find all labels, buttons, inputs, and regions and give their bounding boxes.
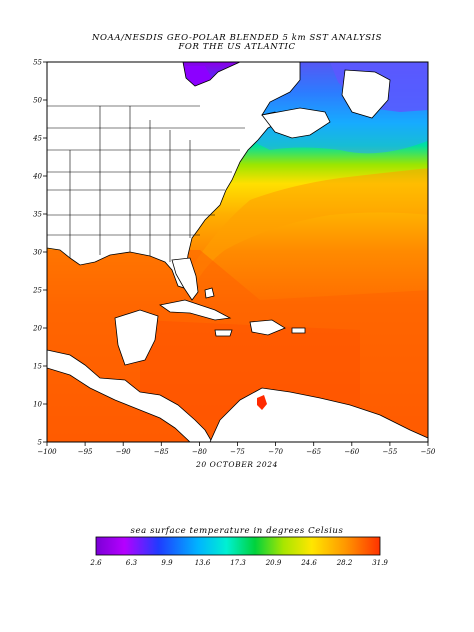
- colorbar-tick-label: 20.9: [265, 559, 282, 567]
- lon-tick-label: −90: [116, 448, 131, 456]
- lat-tick-label: 15: [33, 363, 42, 371]
- map-title-line-1: NOAA/NESDIS GEO-POLAR BLENDED 5 km SST A…: [91, 33, 383, 43]
- axis-ticks: [43, 61, 429, 446]
- lat-tick-label: 30: [33, 249, 42, 257]
- lat-tick-label: 10: [33, 401, 42, 409]
- colorbar-title: sea surface temperature in degrees Celsi…: [130, 526, 344, 536]
- longitude-axis-labels: −100 −95 −90 −85 −80 −75 −70 −65 −60 −55 −50: [37, 448, 436, 456]
- colorbar-tick-label: 28.2: [336, 559, 353, 567]
- nova-scotia-land: [261, 107, 331, 139]
- political-borders: [47, 105, 245, 262]
- newfoundland-land: [341, 69, 391, 119]
- puerto-rico-land: [291, 327, 306, 334]
- cuba-land: [159, 299, 232, 321]
- lat-tick-label: 35: [33, 211, 42, 219]
- colorbar: [95, 536, 381, 556]
- lon-tick-label: −70: [268, 448, 283, 456]
- map-title-line-2: FOR THE US ATLANTIC: [178, 42, 296, 52]
- lat-tick-label: 45: [32, 135, 42, 143]
- yucatan-land: [114, 309, 159, 366]
- lat-tick-label: 5: [38, 439, 43, 447]
- lat-tick-label: 25: [32, 287, 42, 295]
- bahamas-land: [204, 287, 215, 299]
- colorbar-tick-label: 2.6: [89, 559, 102, 567]
- latitude-axis-labels: 55 50 45 40 35 30 25 20 15 10 5: [32, 59, 42, 447]
- lon-tick-label: −60: [344, 448, 359, 456]
- lat-tick-label: 55: [33, 59, 42, 67]
- lon-tick-label: −95: [78, 448, 93, 456]
- colorbar-tick-label: 9.9: [161, 559, 173, 567]
- lat-tick-label: 40: [32, 173, 42, 181]
- colorbar-tick-label: 13.6: [195, 559, 211, 567]
- colorbar-tick-label: 6.3: [126, 559, 138, 567]
- florida-land: [171, 257, 199, 301]
- jamaica-land: [214, 329, 233, 337]
- lon-tick-label: −65: [306, 448, 321, 456]
- mexico-central-america-land: [47, 349, 213, 442]
- lon-tick-label: −85: [154, 448, 169, 456]
- colorbar-tick-label: 17.3: [230, 559, 246, 567]
- lat-tick-label: 20: [32, 325, 42, 333]
- analysis-date: 20 OCTOBER 2024: [195, 460, 279, 469]
- lon-tick-label: −55: [383, 448, 398, 456]
- lon-tick-label: −50: [421, 448, 436, 456]
- colorbar-tick-label: 31.9: [372, 559, 388, 567]
- lon-tick-label: −75: [230, 448, 245, 456]
- colorbar-tick-labels: 2.6 6.3 9.9 13.6 17.3 20.9 24.6 28.2 31.9: [89, 559, 388, 567]
- lon-tick-label: −100: [37, 448, 57, 456]
- lat-tick-label: 50: [33, 97, 42, 105]
- colorbar-tick-label: 24.6: [300, 559, 317, 567]
- lake-maracaibo: [257, 395, 267, 410]
- hispaniola-land: [249, 319, 286, 336]
- land-masses: [47, 62, 428, 442]
- north-america-land: [47, 62, 301, 291]
- lon-tick-label: −80: [192, 448, 207, 456]
